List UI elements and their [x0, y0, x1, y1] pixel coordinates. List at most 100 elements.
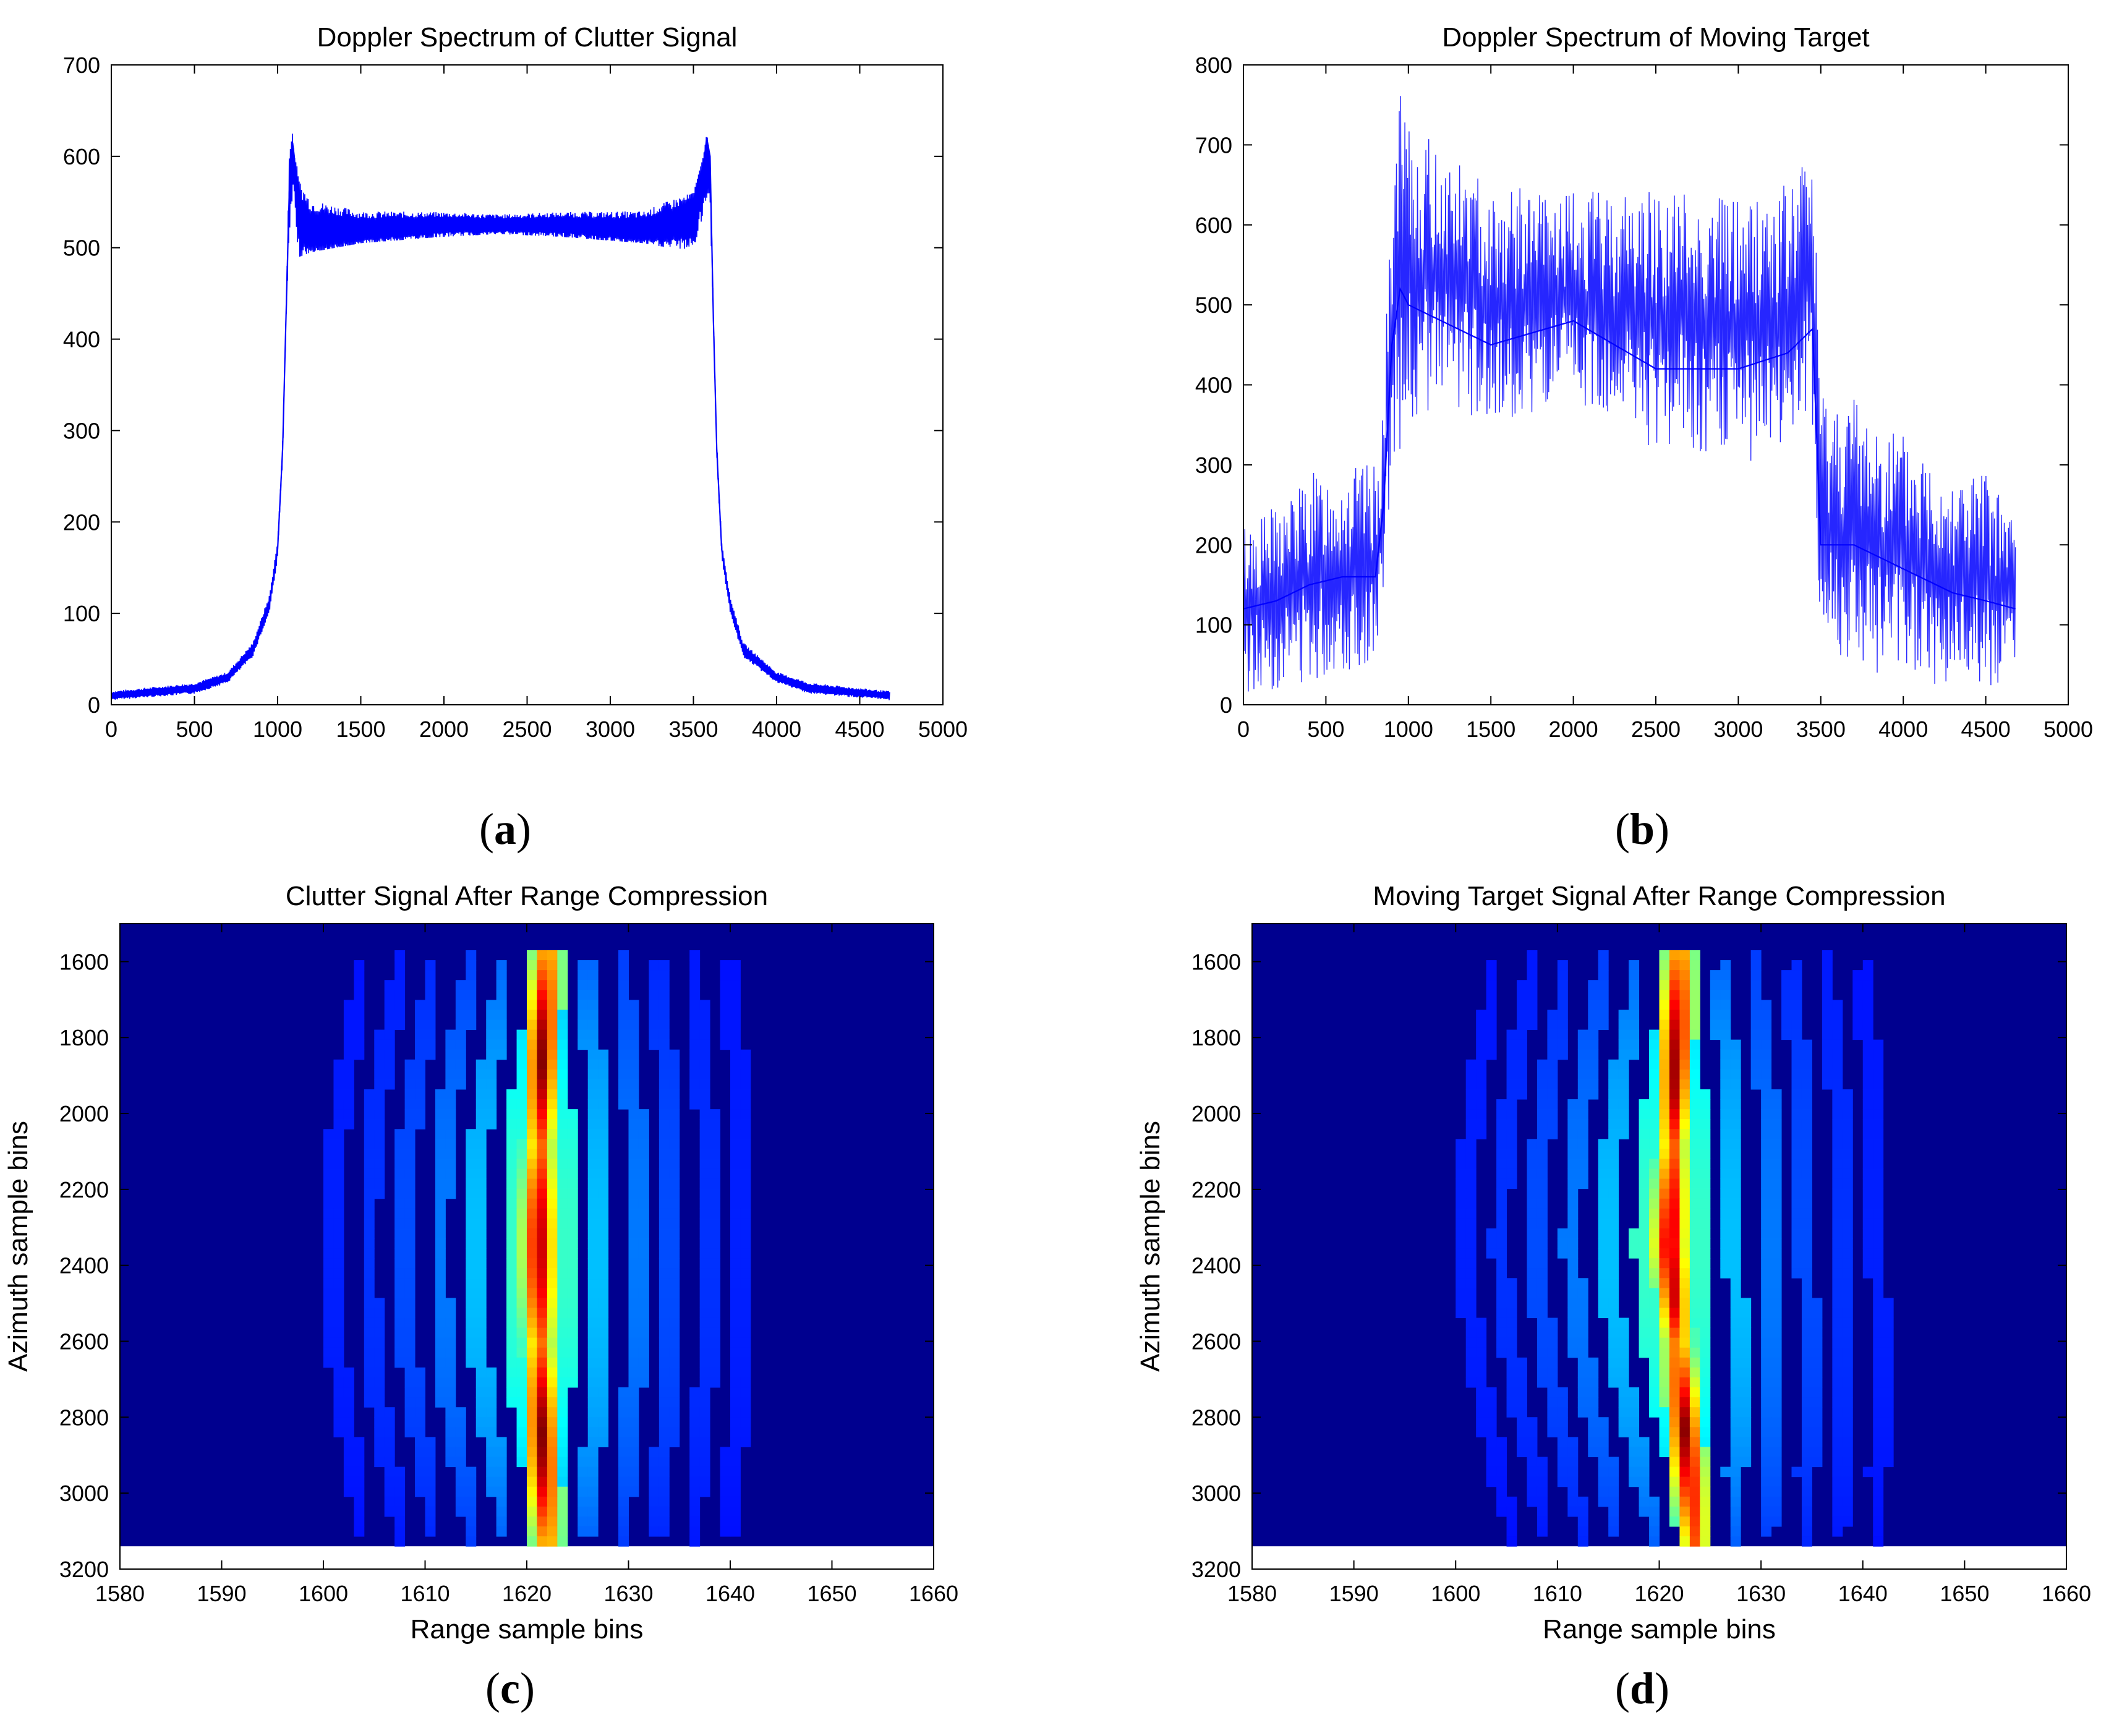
heatmap-cell	[628, 1159, 639, 1170]
heatmap-cell	[435, 1397, 446, 1408]
heatmap-cell	[1679, 1447, 1690, 1458]
x-tick-label: 0	[105, 717, 117, 742]
heatmap-cell	[689, 1536, 701, 1547]
heatmap-cell	[1659, 1357, 1670, 1368]
heatmap-cell	[1842, 1387, 1853, 1398]
heatmap-cell	[598, 1317, 609, 1329]
heatmap-cell	[1577, 1288, 1588, 1298]
heatmap-cell	[1689, 1248, 1700, 1259]
heatmap-cell	[699, 1457, 710, 1468]
heatmap-cell	[1577, 1099, 1588, 1110]
heatmap-cell	[537, 1268, 548, 1279]
heatmap-cell	[1608, 1457, 1619, 1468]
heatmap-cell	[527, 1367, 537, 1378]
heatmap-cell	[557, 1069, 568, 1080]
heatmap-cell	[1700, 1476, 1711, 1487]
heatmap-cell	[1517, 1039, 1527, 1050]
heatmap-cell	[475, 1357, 487, 1368]
heatmap-cell	[1496, 1278, 1507, 1288]
heatmap-cell	[1618, 1109, 1629, 1120]
heatmap-cell	[445, 1079, 456, 1090]
heatmap-cell	[740, 1119, 751, 1130]
heatmap-cell	[1629, 1447, 1640, 1458]
heatmap-cell	[496, 1000, 507, 1010]
heatmap-cell	[1465, 1069, 1477, 1080]
heatmap-cell	[1679, 1248, 1690, 1259]
heatmap-cell	[1873, 1486, 1884, 1497]
heatmap-cell	[649, 980, 660, 990]
heatmap-cell	[333, 1069, 344, 1080]
heatmap-cell	[374, 1367, 385, 1378]
heatmap-cell	[1659, 1059, 1670, 1070]
heatmap-cell	[1883, 1337, 1894, 1348]
heatmap-cell	[1547, 1337, 1558, 1348]
heatmap-cell	[1801, 1317, 1812, 1329]
heatmap-cell	[415, 1407, 425, 1418]
heatmap-cell	[516, 1208, 527, 1219]
heatmap-cell	[343, 1387, 354, 1398]
heatmap-cell	[537, 1258, 548, 1269]
heatmap-cell	[689, 1506, 701, 1517]
heatmap-cell	[1873, 1218, 1884, 1229]
heatmap-cell	[1771, 1288, 1782, 1298]
heatmap-cell	[1536, 1526, 1548, 1537]
heatmap-cell	[527, 980, 537, 990]
heatmap-cell	[1791, 1079, 1802, 1090]
heatmap-cell	[1862, 1000, 1873, 1010]
heatmap-cell	[1730, 1228, 1741, 1239]
heatmap-cell	[658, 1010, 670, 1020]
heatmap-cell	[1588, 1079, 1599, 1090]
heatmap-cell	[1588, 1000, 1599, 1010]
heatmap-cell	[1527, 1198, 1538, 1209]
heatmap-cell	[658, 1437, 670, 1447]
heatmap-cell	[1842, 1347, 1853, 1358]
heatmap-cell	[466, 1298, 477, 1308]
heatmap-cell	[1761, 1168, 1772, 1180]
heatmap-cell	[1801, 1218, 1812, 1229]
heatmap-cell	[1567, 1437, 1579, 1447]
heatmap-cell	[578, 980, 589, 990]
heatmap-cell	[547, 1407, 558, 1418]
heatmap-cell	[720, 1466, 731, 1478]
heatmap-cell	[374, 1347, 385, 1358]
heatmap-cell	[1771, 1447, 1782, 1458]
heatmap-cell	[1801, 1308, 1812, 1319]
heatmap-cell	[333, 1397, 344, 1408]
heatmap-cell	[1832, 1099, 1843, 1110]
heatmap-cell	[658, 1000, 670, 1010]
heatmap-cell	[1771, 1248, 1782, 1259]
heatmap-cell	[486, 1417, 497, 1428]
heatmap-cell	[669, 1317, 680, 1329]
heatmap-cell	[628, 1258, 639, 1269]
heatmap-cell	[1486, 1387, 1497, 1398]
heatmap-cell	[1649, 1407, 1660, 1418]
heatmap-cell	[740, 1099, 751, 1110]
heatmap-cell	[475, 1119, 487, 1130]
heatmap-cell	[1567, 1198, 1579, 1209]
heatmap-cell	[1527, 1457, 1538, 1468]
heatmap-cell	[710, 1228, 721, 1239]
heatmap-cell	[1536, 1248, 1548, 1259]
heatmap-cell	[466, 1258, 477, 1269]
heatmap-cell	[1618, 1059, 1629, 1070]
heatmap-cell	[658, 1039, 670, 1050]
heatmap-cell	[1750, 1079, 1762, 1090]
heatmap-cell	[343, 1089, 354, 1100]
heatmap-cell	[1679, 1476, 1690, 1487]
heatmap-cell	[1649, 1188, 1660, 1199]
heatmap-cell	[699, 1238, 710, 1249]
heatmap-cell	[435, 1288, 446, 1298]
heatmap-cell	[537, 1407, 548, 1418]
heatmap-cell	[1476, 1317, 1487, 1329]
heatmap-cell	[1567, 1188, 1579, 1199]
heatmap-cell	[658, 1377, 670, 1388]
heatmap-cell	[669, 1327, 680, 1338]
heatmap-cell	[1801, 1208, 1812, 1219]
heatmap-cell	[557, 990, 568, 1000]
heatmap-cell	[669, 1347, 680, 1358]
heatmap-cell	[445, 1099, 456, 1110]
heatmap-cell	[710, 1198, 721, 1209]
heatmap-cell	[587, 1337, 599, 1348]
heatmap-cell	[1536, 1228, 1548, 1239]
heatmap-cell	[1557, 1248, 1568, 1259]
